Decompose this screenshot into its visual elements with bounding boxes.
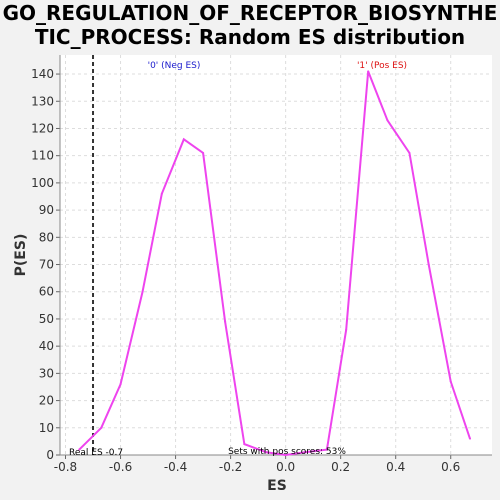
data-point (325, 448, 328, 451)
y-tick-label: 110 (31, 149, 54, 163)
plot-area (60, 55, 492, 455)
data-point (449, 380, 452, 383)
data-point (119, 383, 122, 386)
data-point (202, 151, 205, 154)
y-axis: 0 10 20 30 40 50 60 70 80 90 100 110 120 130 140 (31, 55, 61, 462)
x-axis: -0.8 -0.6 -0.4 -0.2 0.0 0.2 0.4 0.6 (54, 454, 492, 474)
real-es-label: Real ES -0.7 (69, 448, 123, 458)
y-tick-label: 130 (31, 94, 54, 108)
neg-es-label: '0' (Neg ES) (148, 61, 201, 71)
data-point (367, 70, 370, 73)
x-tick-label: -0.2 (219, 460, 242, 474)
y-tick-label: 40 (39, 339, 54, 353)
x-axis-label: ES (267, 478, 287, 494)
data-point (284, 454, 287, 456)
data-point (224, 320, 227, 323)
y-tick-label: 50 (39, 312, 54, 326)
data-point (78, 448, 81, 451)
x-tick-label: -0.4 (164, 460, 187, 474)
y-tick-label: 60 (39, 285, 54, 299)
chart-title-line-2: TIC_PROCESS: Random ES distribution (35, 25, 465, 49)
y-tick-label: 100 (31, 176, 54, 190)
y-tick-label: 10 (39, 421, 54, 435)
x-tick-label: -0.8 (54, 460, 77, 474)
data-point (100, 426, 103, 429)
chart-title-line-1: GO_REGULATION_OF_RECEPTOR_BIOSYNTHE (3, 1, 498, 25)
x-tick-label: -0.6 (109, 460, 132, 474)
data-point (468, 437, 471, 440)
data-point (265, 451, 268, 454)
data-point (408, 151, 411, 154)
y-axis-label: P(ES) (13, 234, 29, 277)
x-tick-label: 0.2 (331, 460, 350, 474)
series-line (78, 70, 471, 457)
data-point (182, 138, 185, 141)
y-tick-label: 0 (46, 448, 54, 462)
data-point (243, 443, 246, 446)
data-point (386, 119, 389, 122)
x-tick-label: 0.0 (276, 460, 295, 474)
data-point (427, 263, 430, 266)
y-tick-label: 140 (31, 67, 54, 81)
grid-lines (60, 55, 492, 456)
pos-es-label: '1' (Pos ES) (357, 61, 407, 71)
x-tick-label: 0.6 (441, 460, 460, 474)
y-tick-label: 80 (39, 230, 54, 244)
data-point (141, 290, 144, 293)
data-point (303, 451, 306, 454)
y-tick-label: 120 (31, 121, 54, 135)
y-tick-label: 20 (39, 394, 54, 408)
y-tick-label: 30 (39, 366, 54, 380)
y-tick-label: 90 (39, 203, 54, 217)
y-tick-label: 70 (39, 258, 54, 272)
data-point (345, 328, 348, 331)
series-group (78, 70, 471, 457)
pos-scores-label: Sets with pos scores: 53% (228, 447, 346, 457)
x-tick-label: 0.4 (386, 460, 405, 474)
data-point (160, 192, 163, 195)
